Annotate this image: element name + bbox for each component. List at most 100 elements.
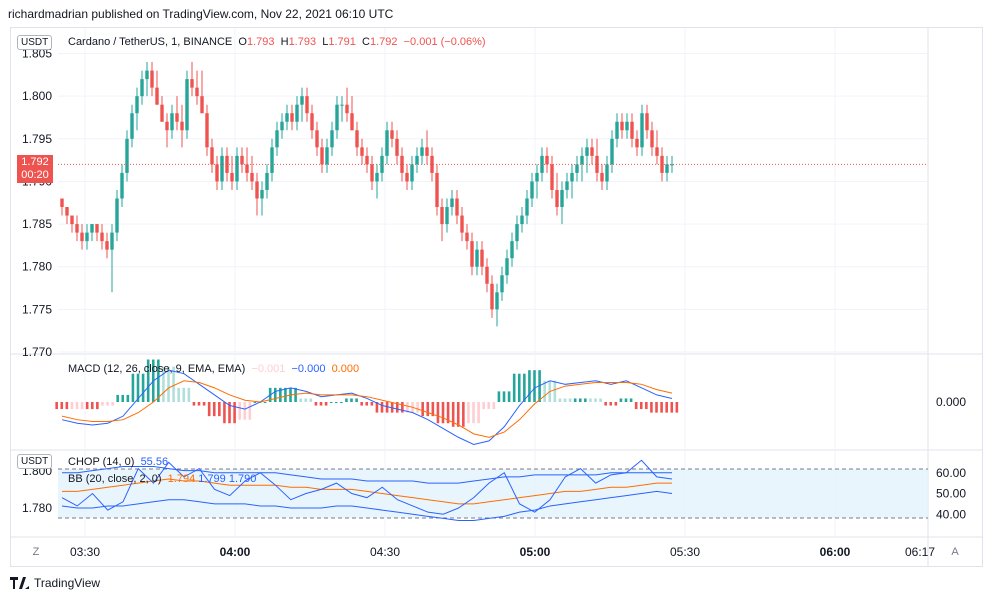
candle-body bbox=[420, 147, 424, 156]
candle-body bbox=[320, 147, 324, 165]
macd-histogram-bar bbox=[578, 398, 582, 402]
macd-pane bbox=[55, 359, 679, 445]
macd-histogram-bar bbox=[121, 394, 125, 402]
macd-histogram-bar bbox=[599, 398, 602, 402]
chop-y-tick: 40.00 bbox=[936, 507, 966, 521]
macd-histogram-bar bbox=[660, 402, 663, 413]
candle-body bbox=[410, 164, 414, 182]
macd-histogram-bar bbox=[523, 373, 526, 402]
candle-body bbox=[170, 113, 174, 131]
macd-histogram-bar bbox=[334, 402, 338, 403]
candle-body bbox=[255, 181, 259, 199]
macd-histogram-bar bbox=[60, 402, 64, 410]
candle-body bbox=[275, 130, 279, 148]
macd-histogram-bar bbox=[90, 402, 94, 410]
macd-histogram-bar bbox=[218, 402, 221, 417]
macd-histogram-bar bbox=[187, 387, 191, 402]
y-tick-label: 1.785 bbox=[22, 217, 52, 231]
auto-scale-button[interactable]: A bbox=[951, 546, 959, 558]
candle-body bbox=[625, 121, 629, 131]
bar-countdown: 00:20 bbox=[21, 169, 49, 181]
candle-body bbox=[465, 232, 469, 242]
candle-body bbox=[135, 96, 139, 114]
chop-value: 55.56 bbox=[140, 456, 169, 468]
candle-body bbox=[390, 130, 394, 139]
high-value: 1.793 bbox=[288, 36, 317, 48]
candle-body bbox=[220, 155, 224, 182]
chop-title[interactable]: CHOP (14, 0) bbox=[68, 456, 135, 468]
macd-histogram-bar bbox=[279, 387, 282, 402]
symbol-title[interactable]: Cardano / TetherUS, 1, BINANCE bbox=[68, 36, 233, 48]
macd-histogram-bar bbox=[355, 398, 358, 402]
macd-histogram-bar bbox=[614, 402, 618, 406]
candle-body bbox=[185, 79, 189, 131]
macd-histogram-bar bbox=[380, 402, 384, 413]
macd-histogram-bar bbox=[360, 402, 363, 406]
macd-histogram-bar bbox=[146, 359, 150, 402]
candle-body bbox=[495, 292, 499, 310]
candle-body bbox=[440, 207, 444, 225]
macd-histogram-bar bbox=[406, 402, 409, 413]
macd-histogram-bar bbox=[80, 402, 84, 410]
macd-title[interactable]: MACD (12, 26, close, 9, EMA, EMA) bbox=[68, 363, 246, 375]
x-tick-label: 05:00 bbox=[520, 545, 551, 559]
candle-body bbox=[215, 164, 219, 182]
bb-title[interactable]: BB (20, close, 2, 0) bbox=[68, 473, 162, 485]
macd-histogram-bar bbox=[192, 402, 196, 406]
low-value: 1.791 bbox=[328, 36, 356, 48]
macd-histogram-bar bbox=[212, 402, 216, 417]
macd-histogram-bar bbox=[421, 402, 424, 417]
macd-histogram-bar bbox=[248, 402, 252, 420]
candle-body bbox=[485, 266, 489, 284]
candle-body bbox=[175, 113, 179, 122]
candle-body bbox=[95, 224, 99, 233]
macd-histogram-bar bbox=[390, 402, 394, 413]
candle-body bbox=[335, 104, 339, 131]
candle-body bbox=[640, 113, 644, 148]
candle-body bbox=[190, 79, 194, 88]
macd-histogram-bar bbox=[487, 402, 491, 410]
published-caption: richardmadrian published on TradingView.… bbox=[8, 7, 394, 21]
candle-body bbox=[415, 155, 419, 165]
macd-histogram-bar bbox=[497, 391, 501, 402]
macd-histogram-bar bbox=[619, 398, 623, 402]
candle-body bbox=[535, 172, 539, 182]
main-legend: Cardano / TetherUS, 1, BINANCE O1.793 H1… bbox=[68, 36, 486, 48]
macd-histogram-bar bbox=[517, 373, 521, 402]
candle-body bbox=[425, 147, 429, 156]
macd-histogram-bar bbox=[568, 398, 572, 402]
candle-body bbox=[355, 130, 359, 148]
macd-histogram-bar bbox=[670, 402, 674, 413]
macd-histogram-bar bbox=[350, 398, 353, 402]
high-label: H bbox=[280, 36, 289, 48]
candle-body bbox=[210, 147, 214, 165]
candle-body bbox=[290, 113, 294, 122]
macd-histogram-bar bbox=[446, 402, 450, 424]
bb-upper-line bbox=[62, 466, 672, 484]
chop-currency-badge[interactable]: USDT bbox=[17, 454, 53, 469]
candle-body bbox=[305, 96, 309, 114]
macd-histogram-bar bbox=[426, 402, 430, 417]
zoom-button[interactable]: Z bbox=[32, 546, 40, 558]
candle-body bbox=[600, 172, 604, 182]
tradingview-brand[interactable]: TradingView bbox=[34, 576, 101, 590]
macd-histogram-bar bbox=[238, 402, 241, 420]
candle-body bbox=[345, 104, 349, 114]
chart-frame[interactable] bbox=[10, 27, 983, 567]
candle-body bbox=[285, 113, 289, 122]
chop-pane bbox=[58, 459, 928, 521]
candle-body bbox=[430, 155, 434, 173]
currency-badge[interactable]: USDT bbox=[17, 35, 53, 50]
macd-histogram-bar bbox=[624, 398, 628, 402]
macd-histogram-bar bbox=[172, 366, 175, 402]
bb-basis-line bbox=[62, 478, 672, 505]
candle-body bbox=[545, 155, 549, 165]
candle-body bbox=[265, 172, 269, 190]
candle-body bbox=[610, 138, 614, 165]
candle-body bbox=[665, 164, 669, 173]
macd-histogram-bar bbox=[395, 402, 399, 413]
candle-body bbox=[350, 113, 354, 131]
candle-body bbox=[650, 130, 654, 148]
macd-histogram-bar bbox=[665, 402, 668, 413]
